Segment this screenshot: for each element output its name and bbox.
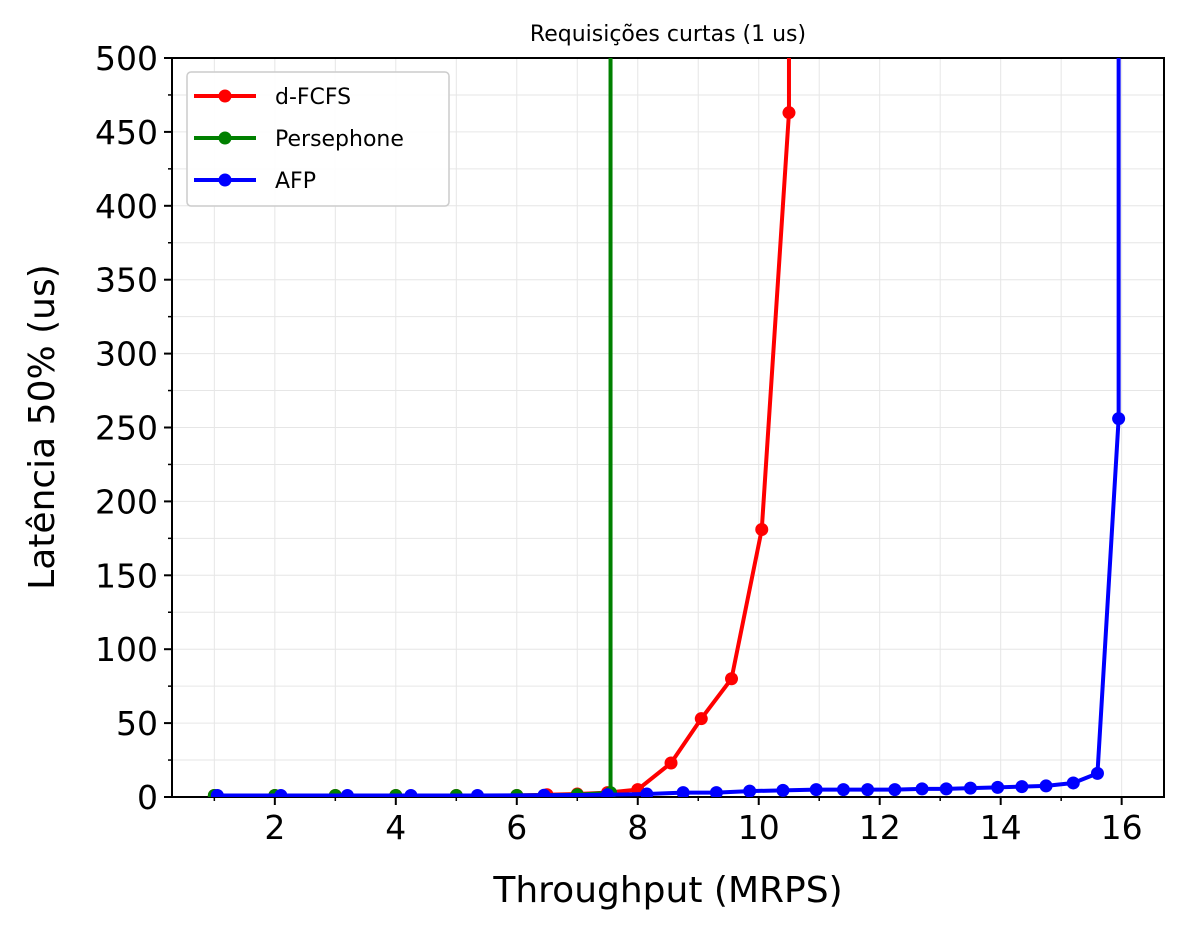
legend-swatch-marker	[218, 173, 232, 187]
data-point	[782, 106, 796, 120]
x-tick-label: 12	[859, 808, 901, 847]
data-point	[694, 712, 708, 726]
data-point	[1039, 779, 1053, 793]
y-tick-label: 150	[95, 556, 158, 595]
legend-box	[186, 71, 450, 207]
data-point	[210, 789, 224, 797]
x-tick-label: 8	[627, 808, 648, 847]
data-point	[888, 783, 902, 797]
data-point	[963, 781, 977, 795]
data-point	[470, 789, 484, 797]
y-tick-label: 300	[95, 335, 158, 374]
axes: 2 4 6 8 10 12 14 16 0 50 100 150 200 250 300 350 400 450 5…	[95, 39, 1143, 847]
data-point	[725, 672, 739, 686]
y-tick-label: 100	[95, 630, 158, 669]
data-point	[915, 782, 929, 796]
data-point	[861, 783, 875, 797]
data-point	[809, 783, 823, 797]
legend-item: AFP	[194, 169, 316, 194]
y-tick-label: 250	[95, 409, 158, 448]
data-point	[676, 786, 690, 797]
data-point	[601, 788, 615, 797]
legend-item: d-FCFS	[194, 85, 351, 110]
data-point	[340, 789, 354, 797]
data-point	[537, 788, 551, 797]
series-afp	[210, 58, 1126, 797]
y-tick-label: 0	[137, 778, 158, 817]
data-point	[709, 786, 723, 797]
legend-label: Persephone	[275, 127, 404, 152]
data-point	[404, 789, 418, 797]
x-tick-label: 14	[980, 808, 1022, 847]
data-point	[274, 789, 288, 797]
legend-swatch-marker	[218, 131, 232, 145]
y-tick-label: 400	[95, 187, 158, 226]
y-axis-title: Latência 50% (us)	[22, 264, 63, 590]
x-axis-title: Throughput (MRPS)	[492, 870, 842, 911]
legend-label: AFP	[275, 169, 316, 194]
data-point	[743, 784, 757, 797]
legend-label: d-FCFS	[275, 85, 351, 110]
x-tick-label: 4	[385, 808, 406, 847]
legend: d-FCFS Persephone AFP	[186, 71, 450, 207]
x-tick-label: 16	[1101, 808, 1143, 847]
data-point	[1015, 780, 1029, 794]
data-point	[1090, 766, 1104, 780]
x-tick-label: 6	[506, 808, 527, 847]
data-point	[836, 783, 850, 797]
y-tick-label: 200	[95, 482, 158, 521]
data-point	[640, 787, 654, 797]
data-point	[1112, 412, 1126, 426]
data-point	[991, 780, 1005, 794]
legend-item: Persephone	[194, 127, 404, 152]
data-point	[755, 522, 769, 536]
y-tick-label: 50	[116, 704, 158, 743]
data-point	[939, 782, 953, 796]
y-tick-label: 350	[95, 261, 158, 300]
data-point	[776, 783, 790, 797]
data-point	[664, 756, 678, 770]
series-layer	[207, 58, 1126, 797]
x-tick-label: 2	[264, 808, 285, 847]
legend-swatch-marker	[218, 89, 232, 103]
y-tick-label: 500	[95, 39, 158, 78]
data-point	[1066, 776, 1080, 790]
x-tick-label: 10	[738, 808, 780, 847]
chart-title: Requisições curtas (1 us)	[530, 22, 806, 47]
y-tick-label: 450	[95, 113, 158, 152]
